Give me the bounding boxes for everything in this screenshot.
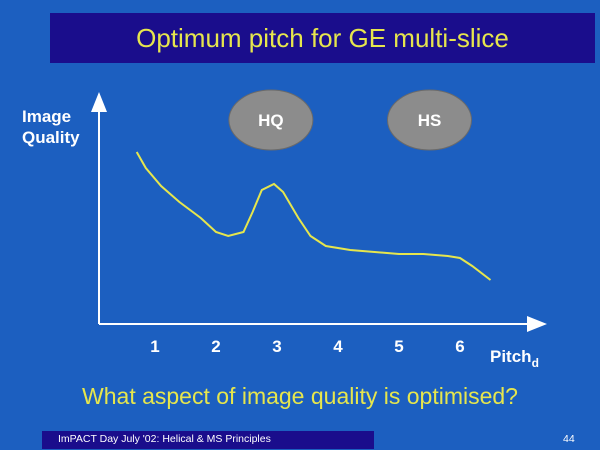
question-text: What aspect of image quality is optimise… — [82, 383, 518, 409]
x-tick-label: 1 — [150, 337, 159, 356]
x-axis-label-subscript: d — [532, 356, 539, 370]
title-bar: Optimum pitch for GE multi-slice — [50, 13, 595, 63]
page-number: 44 — [563, 433, 575, 445]
annotation-label: HQ — [258, 111, 284, 130]
footer-bar — [42, 431, 374, 449]
x-tick-label: 6 — [455, 337, 464, 356]
annotation-hq-oval: HQ — [228, 89, 314, 151]
x-tick-label: 3 — [272, 337, 281, 356]
footer-text: ImPACT Day July '02: Helical & MS Princi… — [58, 433, 271, 445]
annotation-label: HS — [418, 111, 442, 130]
x-tick-label: 2 — [211, 337, 220, 356]
annotation-hs-oval: HS — [387, 89, 472, 151]
quality-curve — [135, 151, 492, 281]
x-axis-label: Pitchd — [490, 347, 539, 370]
y-axis-label-line-2: Quality — [22, 128, 80, 147]
y-axis-label: Image Quality — [22, 106, 80, 148]
x-tick-label: 5 — [394, 337, 403, 356]
slide-title: Optimum pitch for GE multi-slice — [136, 22, 509, 53]
x-tick-label: 4 — [333, 337, 343, 356]
y-axis-label-line-1: Image — [22, 107, 72, 126]
